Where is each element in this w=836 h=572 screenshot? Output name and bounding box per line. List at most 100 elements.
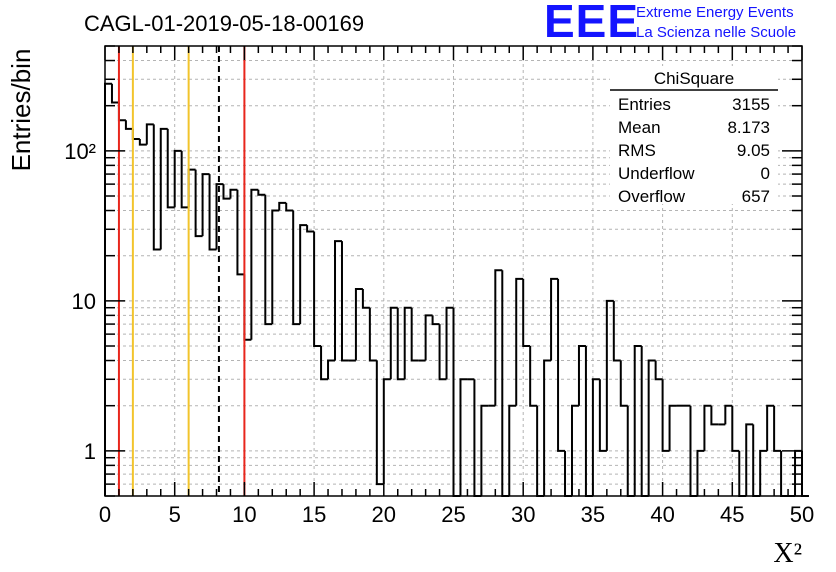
- histogram-bin: [313, 231, 322, 347]
- histogram-bin: [396, 307, 405, 381]
- histogram-bin: [438, 324, 447, 381]
- histogram-bin: [375, 360, 384, 486]
- histogram-bin: [668, 404, 677, 451]
- histogram-bin: [529, 346, 538, 407]
- x-tick-label: 20: [372, 502, 396, 527]
- histogram-bin: [515, 277, 524, 406]
- histogram-bin: [661, 379, 670, 452]
- histogram-bin: [145, 123, 154, 145]
- y-tick-label: 10: [72, 289, 96, 314]
- histogram-bin: [731, 405, 740, 452]
- histogram-bin: [745, 423, 754, 496]
- histogram-bin: [801, 450, 809, 497]
- stats-row-label: Mean: [618, 118, 661, 137]
- histogram-bin: [299, 224, 308, 325]
- histogram-bin: [389, 306, 398, 380]
- histogram-bin: [445, 306, 454, 380]
- stats-row-label: Underflow: [618, 164, 695, 183]
- histogram-bin: [710, 405, 719, 426]
- x-axis-label: X²: [773, 538, 802, 569]
- histogram-bars: [104, 82, 809, 497]
- histogram-bin: [494, 269, 503, 406]
- x-tick-label: 45: [720, 502, 744, 527]
- histogram-bin: [166, 128, 175, 209]
- histogram-bin: [619, 360, 628, 407]
- histogram-bin: [354, 287, 363, 361]
- histogram-bin: [759, 449, 768, 496]
- histogram-bin: [424, 314, 433, 361]
- histogram-bin: [138, 138, 147, 146]
- histogram-bin: [640, 346, 649, 497]
- histogram-bin: [285, 202, 294, 212]
- histogram-bin: [612, 300, 621, 362]
- histogram-bin: [208, 174, 217, 251]
- x-tick-label: 30: [511, 502, 535, 527]
- histogram-bin: [159, 127, 168, 250]
- histogram-bin: [703, 404, 712, 451]
- histogram-bin: [361, 288, 370, 309]
- histogram-bin: [773, 405, 782, 452]
- stats-row-value: 9.05: [737, 141, 770, 160]
- histogram-bin: [696, 449, 705, 496]
- histogram-bin: [320, 346, 329, 381]
- histogram-bin: [124, 120, 133, 130]
- x-tick-label: 50: [790, 502, 814, 527]
- histogram-bin: [410, 307, 419, 362]
- stats-box-title: ChiSquare: [654, 69, 734, 88]
- histogram-bin: [480, 404, 489, 496]
- histogram-bin: [766, 404, 775, 451]
- histogram-bin: [403, 306, 412, 380]
- histogram-bin: [584, 346, 593, 497]
- stats-box: ChiSquare Entries 3155 Mean 8.173 RMS 9.05 Und…: [610, 66, 778, 206]
- histogram-bin: [724, 404, 733, 425]
- x-tick-label: 10: [232, 502, 256, 527]
- histogram-bin: [236, 189, 245, 276]
- histogram-bin: [271, 209, 280, 325]
- histogram-bin: [257, 189, 266, 196]
- histogram-bin: [654, 360, 663, 381]
- x-tick-label: 35: [581, 502, 605, 527]
- stats-row-label: Overflow: [618, 187, 686, 206]
- histogram-bin: [180, 150, 189, 209]
- logo-line-2: La Scienza nelle Scuole: [636, 24, 797, 41]
- histogram-bin: [557, 278, 566, 452]
- histogram-bin: [201, 173, 210, 237]
- stats-row-value: 3155: [732, 95, 770, 114]
- stats-box-bg: [610, 66, 778, 204]
- histogram-bin: [292, 210, 301, 326]
- histogram-bin: [752, 424, 761, 497]
- histogram-bin: [605, 299, 614, 451]
- stats-row-label: Entries: [618, 95, 671, 114]
- histogram-bin: [215, 183, 224, 250]
- histogram-bin: [131, 128, 140, 140]
- histogram-bin: [543, 359, 552, 496]
- histogram-bin: [591, 378, 600, 496]
- stats-row-value: 657: [742, 187, 770, 206]
- histogram-bin: [327, 359, 336, 380]
- x-tick-label: 25: [441, 502, 465, 527]
- histogram-bin: [194, 169, 203, 238]
- histogram-bin: [647, 359, 656, 496]
- histogram-bin: [577, 345, 586, 406]
- stats-row-value: 0: [761, 164, 770, 183]
- y-axis-label: Entries/bin: [6, 49, 36, 172]
- histogram-bin: [229, 188, 238, 199]
- stats-row-value: 8.173: [727, 118, 770, 137]
- histogram-bin: [522, 278, 531, 347]
- histogram-bin: [104, 82, 112, 496]
- histogram-bin: [431, 315, 440, 326]
- histogram-bin: [340, 241, 349, 362]
- x-tick-label: 0: [99, 502, 111, 527]
- histogram-bin: [382, 378, 391, 485]
- histogram-bin: [250, 188, 259, 340]
- x-axis-ticks: 0 5 10 15 20 25 30 35 40 45 50: [99, 46, 814, 527]
- histogram-bin: [243, 274, 252, 341]
- eee-logo: EEE: [544, 0, 640, 47]
- histogram-bin: [452, 307, 461, 497]
- x-tick-label: 15: [302, 502, 326, 527]
- histogram-bin: [222, 184, 231, 200]
- histogram-bin: [550, 277, 559, 361]
- histogram-bin: [598, 379, 607, 452]
- x-tick-label: 5: [169, 502, 181, 527]
